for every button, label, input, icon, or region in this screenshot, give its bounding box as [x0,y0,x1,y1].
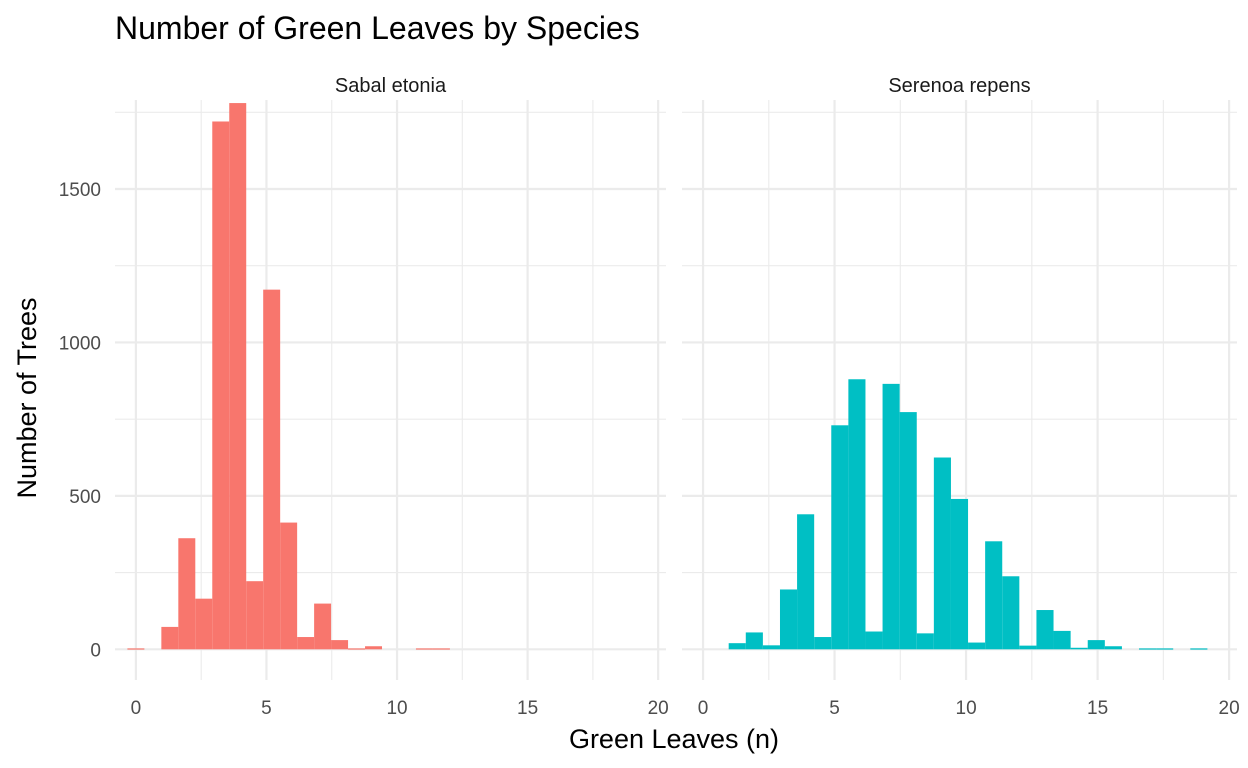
facet-strip-label: Serenoa repens [888,75,1030,97]
x-tick-label: 0 [698,698,709,719]
y-tick-label: 1500 [59,180,101,201]
histogram-bar [779,589,798,650]
histogram-bar [1087,640,1105,650]
histogram-bar [1036,610,1054,650]
histogram-bar [348,648,366,650]
histogram-bar [415,648,433,650]
facet-panel: Sabal etonia 0 5 10 15 20 [115,75,669,719]
histogram-bar [365,646,383,650]
histogram-bar [1190,648,1208,650]
histogram-bar [916,633,934,650]
histogram-bar [968,642,986,650]
facet-panels: Sabal etonia 0 5 10 15 20 Serenoa repens 0 5 10 15… [115,75,1240,719]
histogram-bar [195,598,213,650]
histogram-bar [178,538,196,650]
histogram-bar [865,631,883,650]
histogram-bar [882,383,900,650]
histogram-bar [297,637,315,650]
histogram-bar [314,603,332,650]
histogram-bar [229,103,247,650]
histogram-bar [1156,648,1174,650]
histogram-bar [762,645,780,650]
x-tick-label: 10 [386,698,407,719]
histogram-bar [263,289,281,650]
histogram-bar [831,425,849,650]
x-tick-label: 10 [956,698,977,719]
facet-panel: Serenoa repens 0 5 10 15 20 [682,75,1240,719]
histogram-bar [127,648,145,650]
x-tick-label: 5 [261,698,272,719]
histogram-bar [797,514,815,650]
x-tick-label: 20 [648,698,669,719]
histogram-bar [161,626,179,650]
histogram-bar [246,581,264,650]
x-tick-label: 15 [517,698,538,719]
y-tick-label: 1000 [59,333,101,354]
histogram-bar [212,121,230,650]
histogram-bar [899,412,917,650]
histogram-bar [745,632,763,650]
y-axis-title: Number of Trees [12,297,42,498]
y-tick-label: 0 [90,640,101,661]
histogram-bar [331,640,349,650]
y-tick-label: 500 [69,487,101,508]
x-tick-label: 0 [131,698,142,719]
x-axis-title: Green Leaves (n) [569,724,779,754]
y-axis-ticks: 0 500 1000 1500 [59,180,101,661]
histogram-bar [814,637,832,650]
chart-title: Number of Green Leaves by Species [115,10,640,46]
histogram-bar [933,457,951,650]
histogram-bar [728,643,746,650]
histogram-bar [1019,645,1037,650]
facet-strip-label: Sabal etonia [335,75,447,97]
histogram-bar [1104,646,1122,650]
histogram-bar [432,648,450,650]
histogram-bar [1053,630,1071,650]
histogram-bar [1002,576,1020,650]
histogram-bar [1070,647,1088,650]
histogram-bar [950,498,969,650]
histogram-bar [1139,648,1157,650]
histogram-bar [280,522,298,650]
x-tick-label: 20 [1219,698,1240,719]
histogram-bar [848,379,866,650]
x-tick-label: 15 [1087,698,1108,719]
histogram-bar [985,541,1003,650]
x-tick-label: 5 [829,698,840,719]
